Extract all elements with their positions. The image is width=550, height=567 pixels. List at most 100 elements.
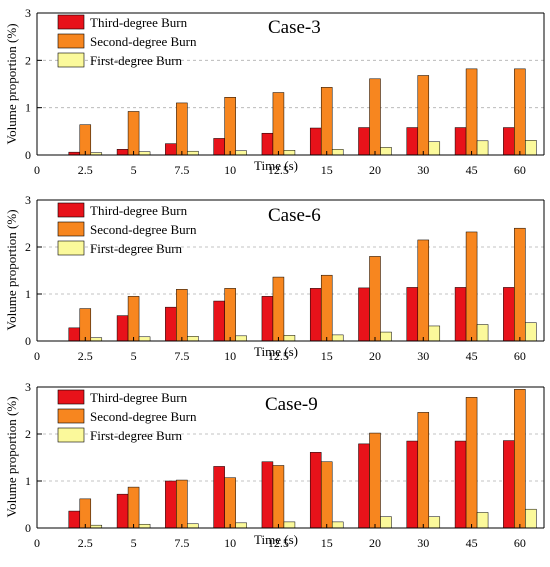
bar-first-degree-burn [331, 149, 344, 156]
chart-title: Case-3 [268, 17, 321, 38]
bar-second-degree-burn [224, 288, 236, 342]
x-tick-label: 12.5 [268, 163, 289, 177]
bar-first-degree-burn [235, 522, 247, 529]
x-axis-label: Time (s) [254, 158, 298, 173]
bar-second-degree-burn [369, 78, 381, 156]
x-origin-label: 0 [34, 349, 40, 363]
bar-first-degree-burn [428, 325, 441, 342]
bar-third-degree-burn [454, 287, 467, 342]
y-tick-label: 3 [25, 6, 31, 20]
bar-third-degree-burn [406, 440, 419, 529]
x-tick-label: 45 [466, 536, 478, 550]
bar-second-degree-burn [79, 308, 92, 342]
bar-second-degree-burn [272, 465, 285, 529]
bar-second-degree-burn [224, 477, 236, 529]
bar-third-degree-burn [503, 127, 515, 156]
x-origin-label: 0 [34, 163, 40, 177]
y-tick-label: 0 [25, 334, 31, 348]
bar-second-degree-burn [127, 296, 140, 342]
bar-second-degree-burn [176, 102, 188, 156]
bar-second-degree-burn [320, 87, 333, 156]
x-tick-label: 20 [369, 163, 381, 177]
bar-first-degree-burn [428, 516, 441, 529]
x-tick-label: 15 [321, 163, 333, 177]
bar-third-degree-burn [116, 149, 129, 156]
bar-first-degree-burn [187, 336, 199, 342]
y-axis-label: Volume proportion (%) [4, 396, 19, 517]
bar-third-degree-burn [165, 143, 177, 156]
bar-third-degree-burn [503, 287, 515, 342]
x-tick-label: 12.5 [268, 536, 289, 550]
bar-first-degree-burn [283, 335, 296, 342]
bar-first-degree-burn [380, 147, 392, 156]
legend-label: Third-degree Burn [90, 203, 188, 218]
legend-label: First-degree Burn [90, 241, 183, 256]
bar-second-degree-burn [465, 68, 478, 156]
bar-third-degree-burn [68, 510, 81, 529]
bar-first-degree-burn [525, 322, 537, 342]
legend: Third-degree Burn Second-degree Burn First… [57, 202, 197, 256]
bar-third-degree-burn [454, 127, 467, 156]
x-tick-label: 5 [131, 349, 137, 363]
legend-label: Third-degree Burn [90, 390, 188, 405]
bar-third-degree-burn [261, 461, 274, 529]
x-origin-label: 0 [34, 536, 40, 550]
legend-label: First-degree Burn [90, 428, 183, 443]
y-tick-label: 2 [25, 427, 31, 441]
y-tick-label: 0 [25, 521, 31, 535]
bar-second-degree-burn [369, 432, 381, 529]
bar-first-degree-burn [380, 331, 392, 342]
bar-first-degree-burn [525, 508, 537, 529]
bar-second-degree-burn [417, 412, 430, 529]
bar-second-degree-burn [272, 92, 285, 156]
bar-third-degree-burn [261, 132, 274, 156]
x-tick-label: 2.5 [78, 349, 93, 363]
bar-first-degree-burn [428, 141, 441, 156]
bar-second-degree-burn [514, 68, 526, 156]
legend-swatch [57, 202, 85, 218]
legend-swatch [57, 52, 85, 68]
legend-label: First-degree Burn [90, 53, 183, 68]
x-tick-label: 10 [224, 536, 236, 550]
bar-second-degree-burn [465, 397, 478, 529]
bar-third-degree-burn [358, 443, 370, 529]
bar-second-degree-burn [272, 276, 285, 342]
y-tick-label: 1 [25, 101, 31, 115]
bar-second-degree-burn [417, 75, 430, 156]
x-axis-label: Time (s) [254, 532, 298, 547]
legend-swatch [57, 240, 85, 256]
legend: Third-degree Burn Second-degree Burn First… [57, 14, 197, 68]
bar-third-degree-burn [116, 493, 129, 529]
x-tick-label: 15 [321, 536, 333, 550]
x-axis-label: Time (s) [254, 344, 298, 359]
bar-third-degree-burn [309, 452, 322, 529]
bar-first-degree-burn [525, 140, 537, 156]
bar-third-degree-burn [309, 288, 322, 342]
bar-second-degree-burn [514, 227, 526, 342]
x-tick-label: 45 [466, 163, 478, 177]
bar-first-degree-burn [283, 150, 296, 156]
x-tick-label: 10 [224, 163, 236, 177]
bar-third-degree-burn [116, 315, 129, 342]
x-tick-label: 2.5 [78, 163, 93, 177]
x-tick-label: 5 [131, 163, 137, 177]
bar-first-degree-burn [187, 523, 199, 529]
bar-first-degree-burn [187, 150, 199, 156]
x-tick-label: 60 [514, 536, 526, 550]
bar-third-degree-burn [213, 138, 225, 156]
bar-second-degree-burn [176, 289, 188, 342]
x-tick-label: 60 [514, 163, 526, 177]
y-tick-label: 0 [25, 148, 31, 162]
x-tick-label: 5 [131, 536, 137, 550]
y-tick-label: 3 [25, 193, 31, 207]
legend-label: Third-degree Burn [90, 15, 188, 30]
x-tick-label: 30 [417, 536, 429, 550]
bar-second-degree-burn [79, 124, 92, 156]
chart-title: Case-6 [268, 205, 321, 226]
bar-third-degree-burn [406, 127, 419, 156]
legend-label: Second-degree Burn [90, 409, 197, 424]
bar-first-degree-burn [138, 523, 151, 529]
x-tick-label: 20 [369, 349, 381, 363]
